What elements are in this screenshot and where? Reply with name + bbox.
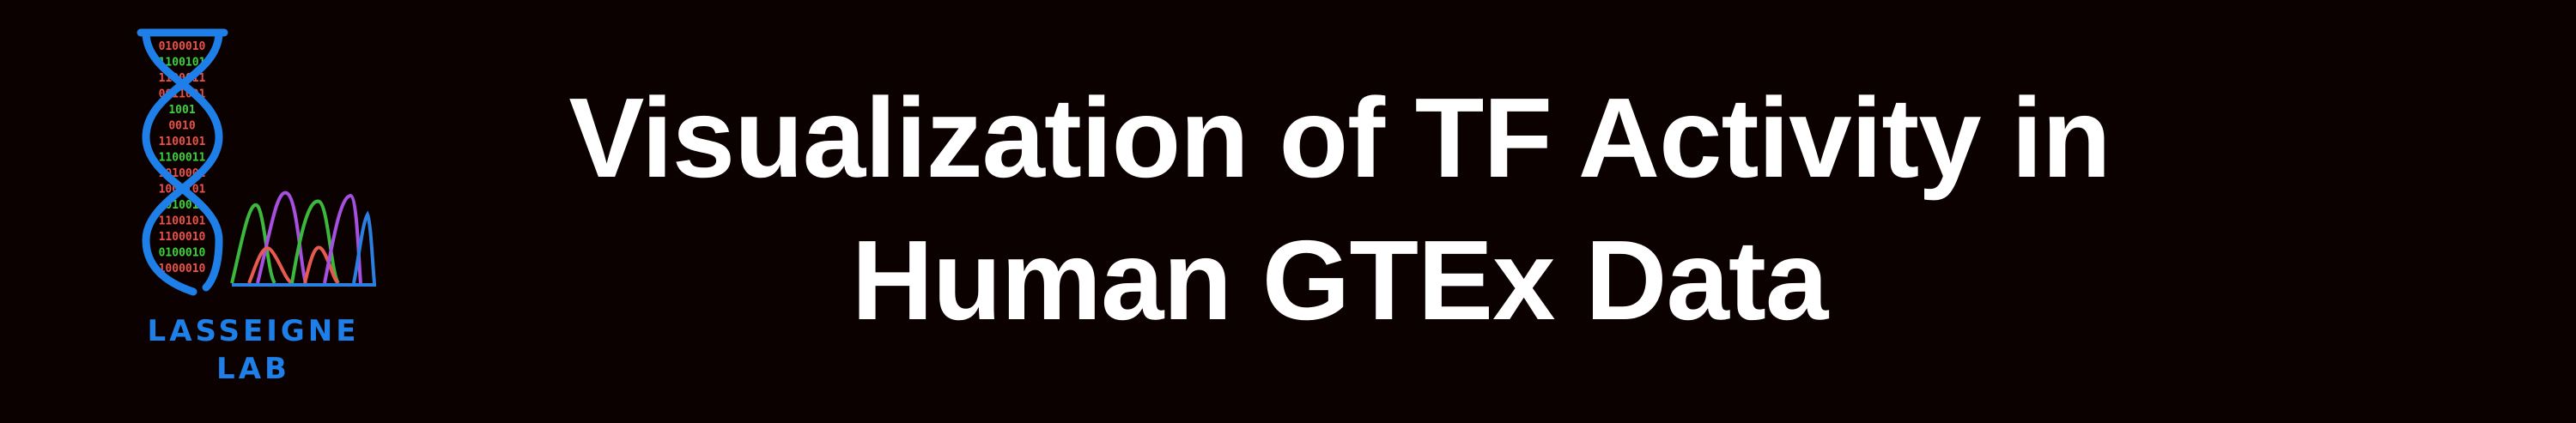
binary-row: 0010 <box>168 120 195 133</box>
chromatogram-green-peak-2 <box>290 199 340 285</box>
binary-row: 1100101 <box>159 136 206 148</box>
chromatogram-green-peak <box>230 202 276 285</box>
lab-logo: 0100010 1100101 1100011 0011001 1001 0010 1100… <box>129 26 378 395</box>
chromatogram-purple-peak <box>256 190 307 284</box>
binary-row: 0100010 <box>159 40 206 53</box>
title-line-2: Human GTEx Data <box>851 217 1829 343</box>
binary-row: 1000010 <box>159 263 206 275</box>
binary-row: 1100101 <box>159 57 206 69</box>
helix-strand-right <box>142 28 223 292</box>
logo-label-lab: LAB <box>216 352 290 386</box>
dna-helix-icon: 0100010110010111000110011001100100101100… <box>137 28 376 296</box>
chromatogram-red-peak-2 <box>303 245 340 285</box>
helix-strand-left <box>142 28 223 296</box>
binary-row: 1100010 <box>159 231 206 244</box>
page-title: Visualization of TF Activity in Human GT… <box>481 67 2198 352</box>
binary-row: 1100101 <box>159 215 206 228</box>
chromatogram-red-peak <box>247 246 294 285</box>
logo-label-lasseigne: LASSEIGNE <box>147 314 360 348</box>
chromatogram-blue-peak <box>352 210 376 284</box>
binary-row: 01001 <box>165 199 198 212</box>
binary-row: 1100011 <box>159 152 206 165</box>
binary-row: 1001 <box>168 104 195 117</box>
title-line-1: Visualization of TF Activity in <box>568 75 2111 201</box>
binary-row: 0100010 <box>159 247 206 260</box>
